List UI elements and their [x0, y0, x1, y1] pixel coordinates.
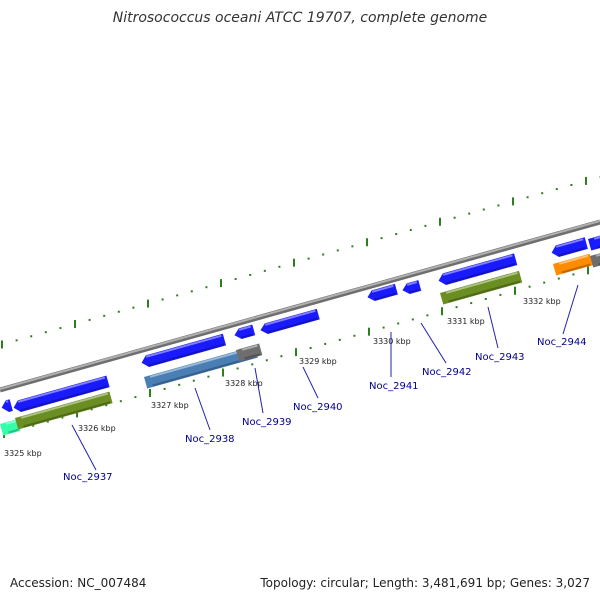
gene-label: Noc_2944	[537, 337, 587, 348]
accession-text: Accession: NC_007484	[10, 576, 147, 590]
cog-feature	[144, 345, 258, 389]
genome-backbone	[0, 219, 600, 393]
genome-summary-text: Topology: circular; Length: 3,481,691 bp…	[260, 576, 590, 590]
cog-feature	[0, 419, 21, 436]
cog-feature	[440, 270, 523, 305]
tick-marks	[1, 175, 600, 438]
kbp-label: 3329 kbp	[299, 357, 337, 366]
gene-leader-line	[71, 424, 97, 471]
gene-leader-line	[487, 306, 499, 349]
kbp-label: 3325 kbp	[4, 449, 42, 458]
gene-leader-line	[194, 387, 211, 431]
kbp-label: 3332 kbp	[523, 297, 561, 306]
gene-label: Noc_2941	[369, 381, 419, 392]
cds-feature	[402, 280, 422, 294]
gene-label: Noc_2943	[475, 352, 525, 363]
cds-feature	[588, 233, 600, 251]
gene-label: Noc_2939	[242, 417, 292, 428]
kbp-label: 3331 kbp	[447, 317, 485, 326]
cog-feature	[590, 250, 600, 268]
cds-feature	[367, 283, 398, 301]
gene-label: Noc_2938	[185, 434, 235, 445]
genome-title: Nitrosococcus oceani ATCC 19707, complet…	[112, 10, 488, 26]
cds-feature	[260, 308, 320, 334]
cds-feature	[438, 253, 518, 285]
cds-feature	[141, 333, 227, 367]
cog-feature	[553, 253, 593, 276]
cds-feature	[13, 375, 110, 412]
cds-feature	[1, 399, 13, 412]
gene-leader-line	[302, 366, 319, 399]
gene-leader-line	[562, 284, 579, 335]
kbp-label: 3330 kbp	[373, 337, 411, 346]
kbp-labels: 3325 kbp 3326 kbp 3327 kbp 3328 kbp 3329 kbp…	[4, 297, 561, 458]
kbp-label: 3327 kbp	[151, 401, 189, 410]
cds-feature	[234, 324, 256, 339]
gene-features	[0, 233, 600, 436]
gene-label: Noc_2942	[422, 367, 472, 378]
kbp-label: 3326 kbp	[78, 424, 116, 433]
cog-feature	[15, 391, 113, 430]
cds-feature	[551, 237, 588, 257]
cog-feature	[236, 343, 263, 362]
gene-leader-line	[254, 367, 264, 414]
gene-label: Noc_2937	[63, 472, 113, 483]
gene-leader-line	[420, 322, 447, 364]
gene-label: Noc_2940	[293, 402, 343, 413]
kbp-label: 3328 kbp	[225, 379, 263, 388]
